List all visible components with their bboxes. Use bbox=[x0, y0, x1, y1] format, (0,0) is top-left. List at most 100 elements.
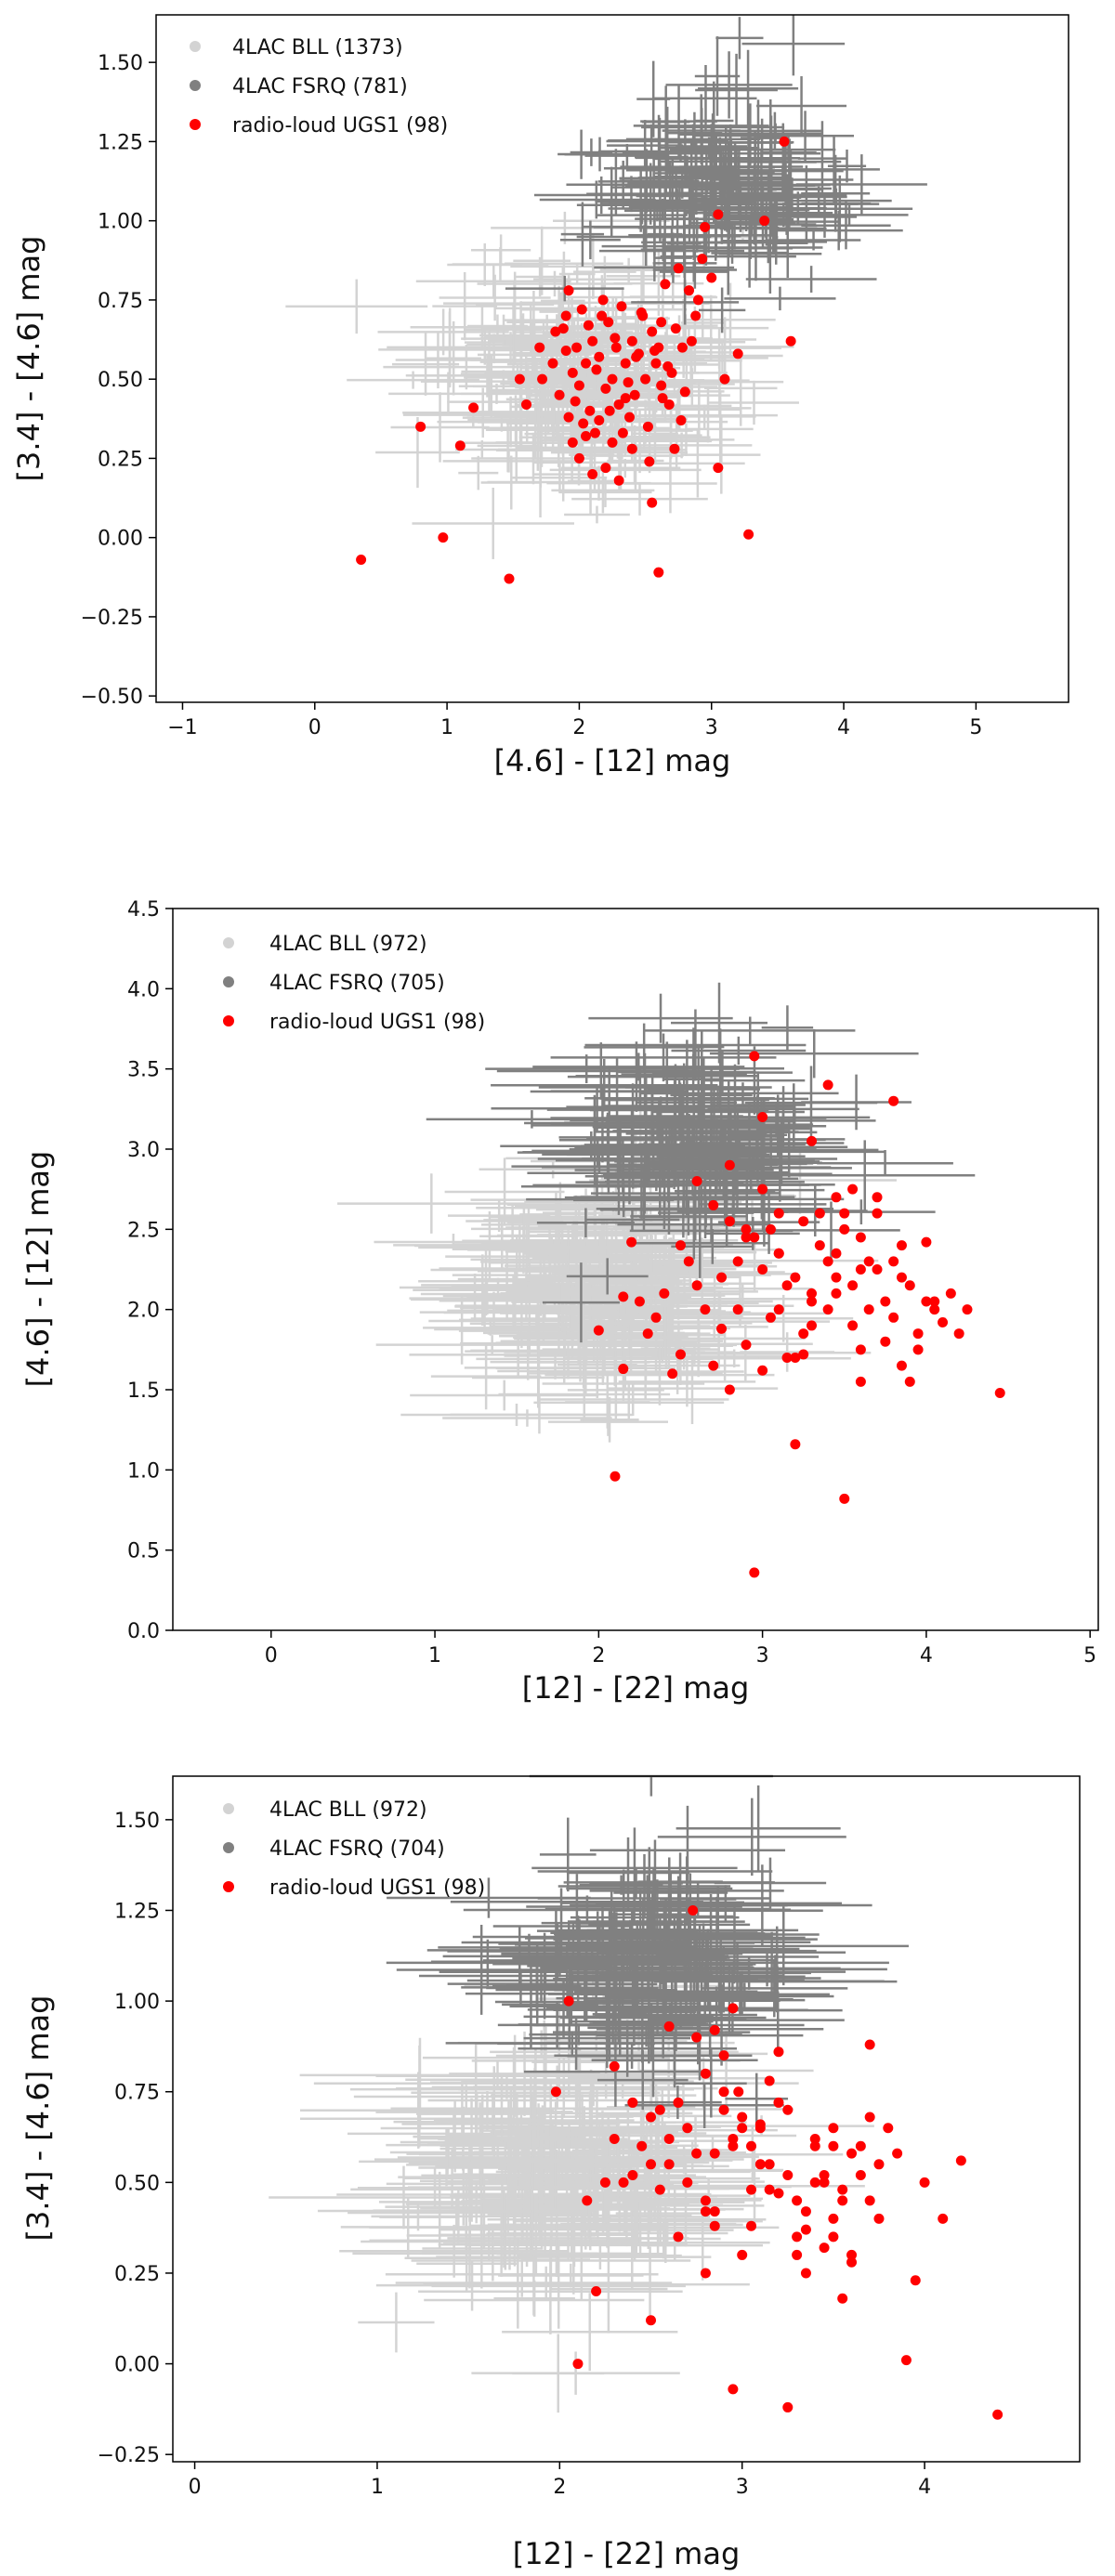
y-axis-label: [3.4] - [4.6] mag bbox=[11, 236, 46, 482]
ugs1-point bbox=[718, 2050, 729, 2061]
error-bar-point-1 bbox=[676, 1104, 876, 1138]
error-bar-point-1 bbox=[713, 199, 841, 245]
error-bar-point-1 bbox=[787, 1199, 936, 1225]
y-tick-label: 0.00 bbox=[98, 528, 143, 551]
ugs1-point bbox=[613, 475, 624, 486]
ugs1-point bbox=[800, 2224, 811, 2235]
ugs1-point bbox=[653, 567, 664, 578]
error-bar-point-1 bbox=[740, 158, 802, 237]
ugs1-point bbox=[663, 2020, 675, 2032]
error-bar-point-1 bbox=[761, 1083, 827, 1154]
error-bar-point-0 bbox=[461, 2046, 694, 2117]
error-bar-point-0 bbox=[391, 333, 460, 396]
legend-label-fsrq: 4LAC FSRQ (781) bbox=[232, 75, 408, 98]
ugs1-point bbox=[581, 358, 592, 369]
error-bar-point-1 bbox=[631, 1208, 769, 1278]
error-bar-point-0 bbox=[542, 1324, 720, 1375]
x-tick-label: −1 bbox=[167, 716, 197, 739]
ugs1-point bbox=[809, 2177, 820, 2188]
error-bar-point-0 bbox=[415, 265, 571, 298]
ugs1-point bbox=[892, 2148, 903, 2159]
ugs1-point bbox=[688, 1904, 699, 1916]
ugs1-point bbox=[654, 2184, 665, 2195]
error-bar-point-1 bbox=[662, 195, 726, 261]
ugs1-point bbox=[912, 1328, 924, 1340]
x-tick-label: 2 bbox=[572, 716, 585, 739]
x-tick-label: 0 bbox=[265, 1644, 278, 1667]
ugs1-point bbox=[718, 2086, 729, 2098]
ugs1-point bbox=[798, 1328, 809, 1340]
ugs1-point bbox=[782, 2401, 794, 2413]
y-tick-label: 0.50 bbox=[114, 2172, 160, 2195]
error-bar-point-0 bbox=[667, 1237, 737, 1301]
ugs1-point bbox=[754, 2119, 766, 2130]
error-bar-point-1 bbox=[601, 211, 708, 281]
ugs1-point bbox=[607, 437, 618, 448]
ugs1-point bbox=[749, 1051, 760, 1062]
error-bar-point-0 bbox=[564, 505, 630, 524]
error-bar-point-1 bbox=[589, 1868, 683, 1899]
plot-frame bbox=[172, 908, 1099, 1631]
y-tick-label: 1.00 bbox=[114, 1991, 160, 2014]
ugs1-point bbox=[724, 1159, 735, 1170]
y-tick-label: 4.5 bbox=[127, 898, 160, 922]
ugs1-point bbox=[646, 2315, 657, 2326]
error-bar-point-1 bbox=[623, 163, 697, 242]
x-axis-label: [12] - [22] mag bbox=[513, 2536, 741, 2571]
ugs1-point bbox=[873, 2159, 885, 2170]
legend-marker-fsrq bbox=[223, 976, 234, 987]
ugs1-point bbox=[578, 418, 589, 429]
error-bar-point-0 bbox=[613, 251, 704, 316]
ugs1-point bbox=[792, 2249, 803, 2260]
ugs1-point bbox=[728, 2384, 739, 2395]
ugs1-point bbox=[709, 2024, 720, 2035]
ugs1-point bbox=[733, 2086, 744, 2098]
error-bar-point-1 bbox=[662, 1141, 838, 1177]
legend-label-bll: 4LAC BLL (972) bbox=[269, 933, 427, 956]
legend-marker-bll bbox=[223, 937, 234, 948]
ugs1-point bbox=[682, 2123, 693, 2134]
error-bar-point-1 bbox=[570, 1884, 740, 1951]
ugs1-point bbox=[819, 2170, 830, 2181]
ugs1-point bbox=[896, 1240, 907, 1251]
y-tick-label: −0.25 bbox=[81, 607, 143, 630]
ugs1-point bbox=[616, 301, 627, 312]
ugs1-point bbox=[567, 437, 578, 448]
ugs1-point bbox=[872, 1208, 883, 1219]
error-bar-point-0 bbox=[405, 2158, 678, 2250]
error-bar-point-1 bbox=[719, 204, 827, 253]
error-bar-point-0 bbox=[400, 1403, 633, 1427]
ugs1-point bbox=[798, 1349, 809, 1360]
error-bar-point-0 bbox=[524, 411, 625, 457]
ugs1-point bbox=[647, 326, 658, 337]
error-bar-point-0 bbox=[432, 272, 498, 341]
legend-label-ugs1: radio-loud UGS1 (98) bbox=[232, 114, 448, 137]
error-bar-point-0 bbox=[600, 1260, 691, 1309]
ugs1-point bbox=[822, 1256, 833, 1267]
error-bar-point-1 bbox=[584, 143, 670, 168]
ugs1-point bbox=[675, 1349, 686, 1360]
ugs1-point bbox=[563, 412, 574, 423]
error-bar-point-0 bbox=[544, 1344, 775, 1406]
error-bar-point-0 bbox=[421, 2237, 598, 2270]
ugs1-point bbox=[662, 361, 674, 373]
ugs1-point bbox=[773, 1248, 784, 1259]
error-bar-point-0 bbox=[647, 381, 752, 435]
error-bar-point-1 bbox=[529, 1774, 773, 1797]
error-bar-point-0 bbox=[444, 1157, 565, 1226]
error-bar-point-1 bbox=[701, 142, 756, 216]
ugs1-point bbox=[642, 1328, 653, 1340]
ugs1-point bbox=[700, 2068, 711, 2079]
error-bar-point-0 bbox=[547, 2167, 662, 2222]
error-bar-point-0 bbox=[518, 2242, 682, 2270]
ugs1-point bbox=[814, 1240, 825, 1251]
error-bar-point-1 bbox=[531, 1827, 738, 1909]
y-tick-label: 0.25 bbox=[114, 2263, 160, 2286]
ugs1-point bbox=[514, 373, 525, 385]
error-bar-point-1 bbox=[695, 53, 778, 127]
error-bar-point-1 bbox=[571, 1980, 714, 2063]
error-bar-point-0 bbox=[408, 2141, 602, 2185]
error-bar-point-1 bbox=[749, 242, 788, 264]
error-bar-point-1 bbox=[523, 2008, 691, 2069]
ugs1-point bbox=[945, 1288, 956, 1299]
